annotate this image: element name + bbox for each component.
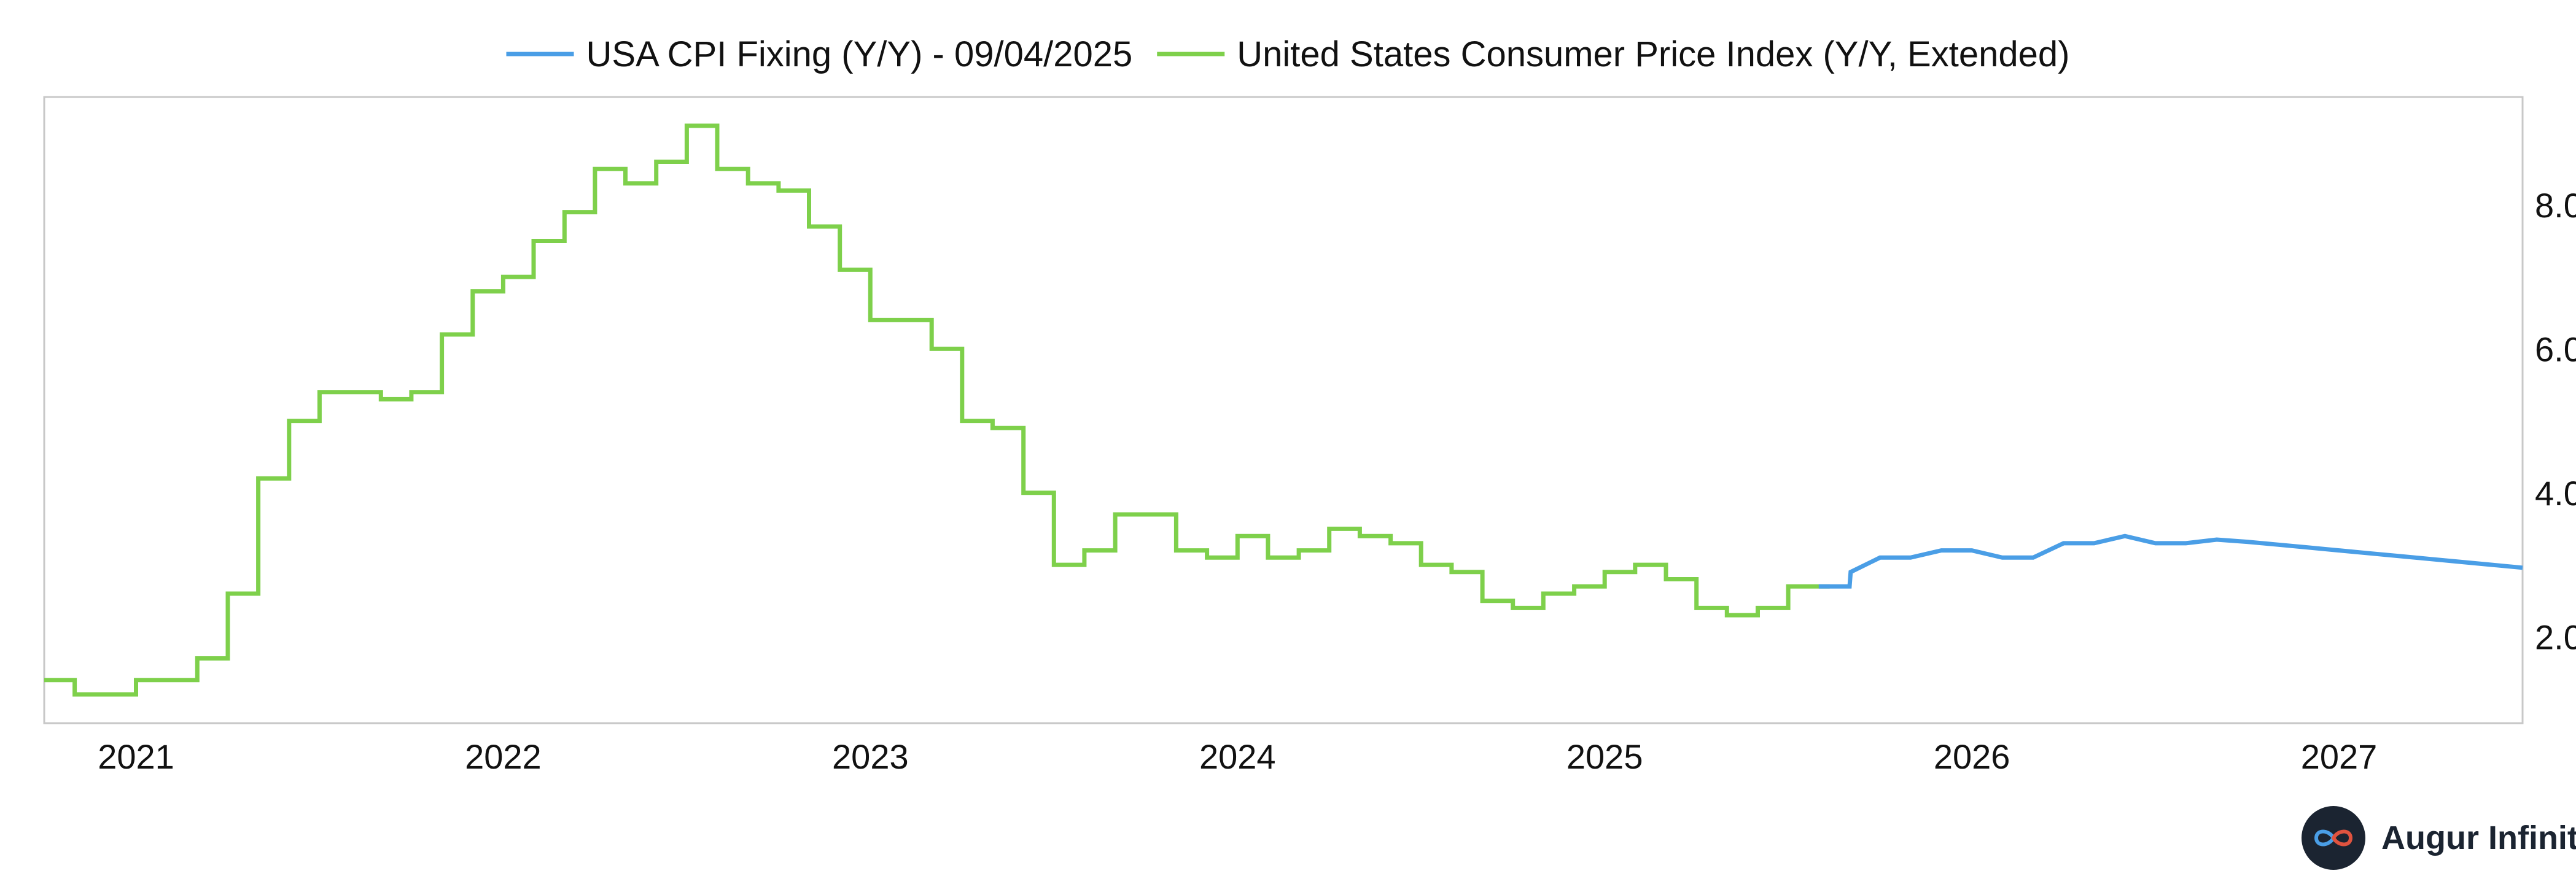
legend-label: USA CPI Fixing (Y/Y) - 09/04/2025 — [586, 34, 1133, 74]
x-tick-label: 2026 — [1934, 737, 2010, 776]
x-tick-label: 2027 — [2301, 737, 2378, 776]
infinity-icon — [2302, 806, 2365, 870]
x-axis-ticks: 2021 2022 2023 2024 2025 2026 2027 — [98, 737, 2377, 776]
y-tick-label: 4.0 — [2535, 474, 2576, 513]
x-tick-label: 2021 — [98, 737, 174, 776]
series-line-1 — [1818, 533, 2523, 589]
x-tick-label: 2025 — [1566, 737, 1643, 776]
y-tick-label: 2.0 — [2535, 618, 2576, 656]
brand-name: Augur Infinity — [2381, 820, 2576, 856]
x-tick-label: 2024 — [1199, 737, 1276, 776]
series-layer — [44, 123, 2523, 697]
y-tick-label: 8.0 — [2535, 186, 2576, 225]
x-tick-label: 2022 — [465, 737, 542, 776]
legend-label: United States Consumer Price Index (Y/Y,… — [1237, 34, 2069, 74]
series-line-0 — [44, 123, 1830, 697]
y-axis-ticks: 2.0 4.0 6.0 8.0 — [2535, 186, 2576, 656]
x-tick-label: 2023 — [832, 737, 909, 776]
chart-legend: USA CPI Fixing (Y/Y) - 09/04/2025 United … — [506, 34, 2069, 74]
legend-entry: USA CPI Fixing (Y/Y) - 09/04/2025 — [506, 34, 1133, 74]
plot-area-frame — [43, 96, 2524, 724]
legend-entry: United States Consumer Price Index (Y/Y,… — [1157, 34, 2069, 74]
brand-watermark: Augur Infinity — [2302, 804, 2576, 872]
y-tick-label: 6.0 — [2535, 330, 2576, 368]
